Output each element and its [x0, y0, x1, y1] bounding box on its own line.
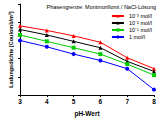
svg-text:7: 7	[125, 98, 129, 105]
svg-text:3: 3	[18, 98, 22, 105]
svg-text:10⁻³ mol/l: 10⁻³ mol/l	[129, 13, 152, 19]
svg-text:Phasengrenze: Montmorillonit /: Phasengrenze: Montmorillonit / NaCl-Lösu…	[47, 4, 156, 10]
svg-text:5: 5	[72, 98, 76, 105]
svg-text:1 mol/l: 1 mol/l	[129, 34, 145, 40]
svg-text:Ladungsdichte [Coulomb/m²]: Ladungsdichte [Coulomb/m²]	[8, 11, 14, 88]
svg-text:4: 4	[45, 98, 49, 105]
svg-text:pH-Wert: pH-Wert	[74, 110, 100, 118]
svg-text:10⁻¹ mol/l: 10⁻¹ mol/l	[129, 27, 152, 33]
svg-text:8: 8	[152, 98, 156, 105]
svg-text:10⁻² mol/l: 10⁻² mol/l	[129, 20, 152, 26]
svg-text:6: 6	[99, 98, 103, 105]
